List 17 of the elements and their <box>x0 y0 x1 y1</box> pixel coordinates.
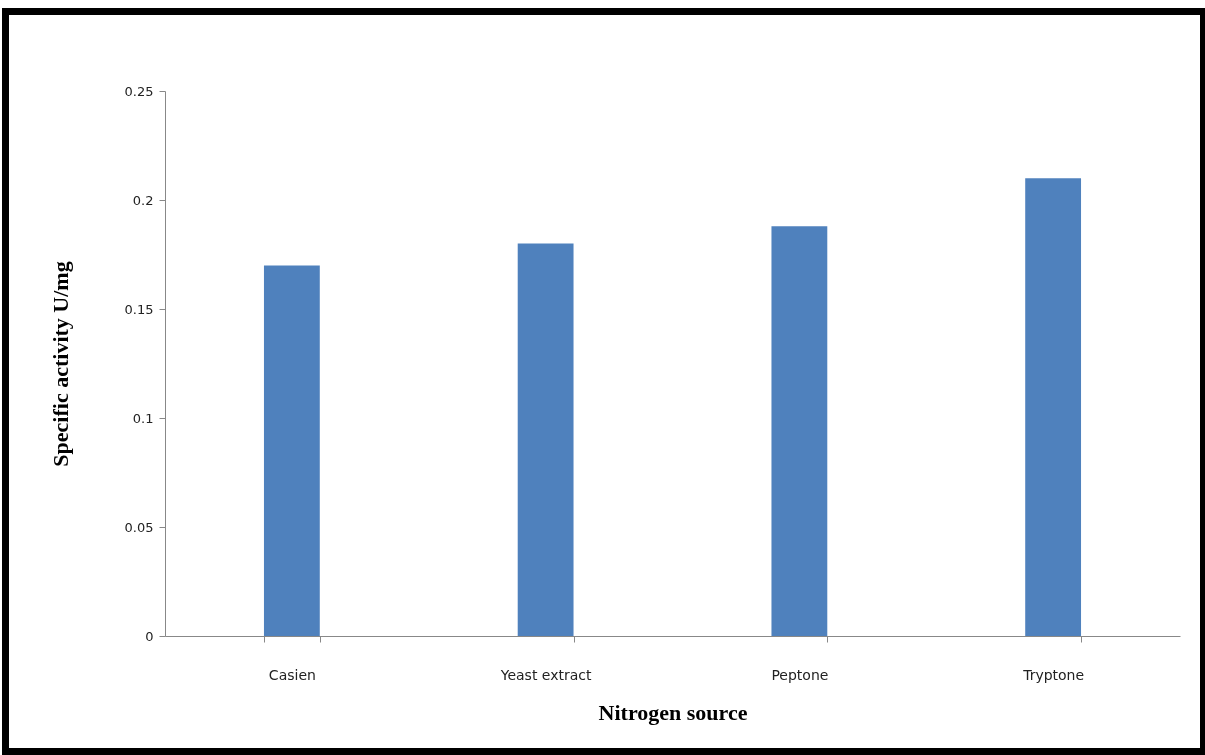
y-tick-label: 0.25 <box>124 83 154 99</box>
y-tick-label: 0 <box>145 628 154 644</box>
bar <box>771 226 828 636</box>
bar <box>263 265 320 636</box>
y-axis-title: Specific activity U/mg <box>47 261 73 467</box>
x-tick-label: Tryptone <box>1022 666 1085 683</box>
y-tick-label: 0.05 <box>124 519 154 535</box>
bar <box>1025 178 1082 636</box>
bar <box>517 243 574 636</box>
y-tick-label: 0.1 <box>132 410 154 426</box>
x-tick-label: Peptone <box>771 666 829 683</box>
y-tick-label: 0.2 <box>132 192 154 208</box>
y-tick-label: 0.15 <box>124 301 154 317</box>
x-tick-label: Yeast extract <box>499 666 593 683</box>
x-tick-label: Casien <box>268 666 316 683</box>
frame: Casien Yeast extract Peptone Tryptone Nitrogen source 0 0.05 0.1 0.15 0.2 0.25 Specific activity U/mg <box>2 8 1205 755</box>
x-axis-title: Nitrogen source <box>598 699 748 725</box>
